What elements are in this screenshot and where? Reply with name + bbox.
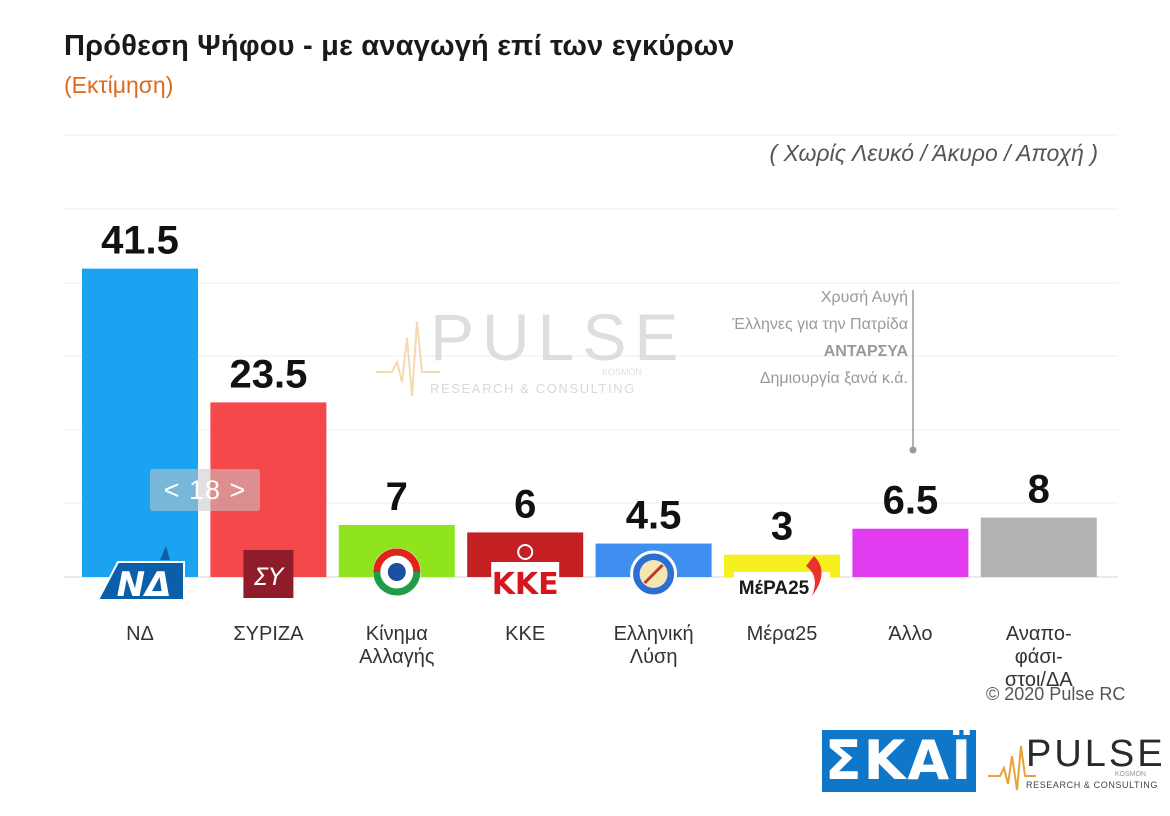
value-label-8: 8 [1028, 468, 1050, 512]
category-label-4: ΚΚΕ [505, 623, 545, 645]
watermark-name: PULSE [430, 300, 686, 374]
other-annotation-line: Χρυσή Αυγή [821, 289, 908, 306]
category-label-8: φάσι- [1015, 646, 1063, 668]
kinal-logo-center [387, 563, 406, 581]
skai-logo: ΣΚΑΪ [822, 730, 976, 792]
bar-7 [852, 528, 969, 577]
bar-8 [980, 517, 1097, 577]
value-label-2: 23.5 [229, 352, 307, 396]
image-pager[interactable]: < 18 > [150, 469, 260, 511]
nd-logo-text: ΝΔ [117, 565, 172, 605]
mera25-logo-swoosh [806, 556, 822, 596]
syriza-logo-text: ΣΥ [253, 563, 285, 591]
value-label-7: 6.5 [883, 479, 939, 523]
chart-note: ( Χωρίς Λευκό / Άκυρο / Αποχή ) [769, 140, 1098, 166]
nd-logo-shape [96, 561, 185, 601]
other-annotation-dot [909, 446, 917, 454]
other-annotation-line: Δημιουργία ξανά κ.ά. [760, 370, 908, 387]
value-label-5: 4.5 [626, 494, 682, 538]
category-label-5: Ελληνική [614, 623, 694, 645]
other-annotation-line: ΑΝΤΑΡΣΥΑ [824, 343, 909, 360]
chart-subtitle: (Εκτίμηση) [64, 72, 174, 98]
kinal-logo-ring-red [373, 548, 421, 573]
kke-logo-symbol [517, 544, 534, 560]
el-logo-needle [643, 563, 664, 585]
watermark-tagline: RESEARCH & CONSULTING [430, 381, 636, 396]
watermark-pulse-line [376, 321, 440, 397]
nd-logo-flame [160, 546, 170, 560]
category-label-2: ΣΥΡΙΖΑ [233, 623, 304, 645]
chart-title: Πρόθεση Ψήφου - με αναγωγή επί των εγκύρ… [64, 30, 735, 62]
category-label-7: Άλλο [888, 623, 932, 645]
kke-logo-bg [491, 562, 560, 598]
category-label-8: στοι/ΔΑ [1005, 669, 1073, 691]
pulse-logo-sub: KOSMON [1115, 771, 1146, 778]
category-label-3: Κίνημα [366, 623, 428, 645]
value-label-4: 6 [514, 482, 536, 526]
category-label-8: Αναπο- [1006, 623, 1072, 645]
category-label-1: ΝΔ [126, 623, 154, 645]
watermark-sub: KOSMON [602, 367, 642, 377]
kke-logo-text: ΚΚΕ [492, 567, 559, 602]
value-label-1: 41.5 [101, 219, 179, 263]
other-annotation-line: Έλληνες για την Πατρίδα [731, 316, 908, 333]
pulse-logo-tagline: RESEARCH & CONSULTING [1026, 780, 1158, 790]
mera25-logo-bg [734, 572, 830, 600]
value-label-3: 7 [386, 475, 408, 519]
value-label-6: 3 [771, 505, 793, 549]
copyright: © 2020 Pulse RC [986, 684, 1126, 704]
bar-1 [82, 268, 198, 577]
category-label-6: Μέρα25 [747, 623, 818, 645]
mera25-logo-text: ΜέΡΑ25 [739, 578, 810, 599]
category-label-3: Αλλαγής [359, 646, 435, 668]
pulse-logo: PULSE KOSMON RESEARCH & CONSULTING [988, 733, 1166, 791]
category-label-5: Λύση [630, 646, 678, 668]
pulse-logo-name: PULSE [1026, 733, 1166, 775]
syriza-logo-box [243, 550, 294, 598]
